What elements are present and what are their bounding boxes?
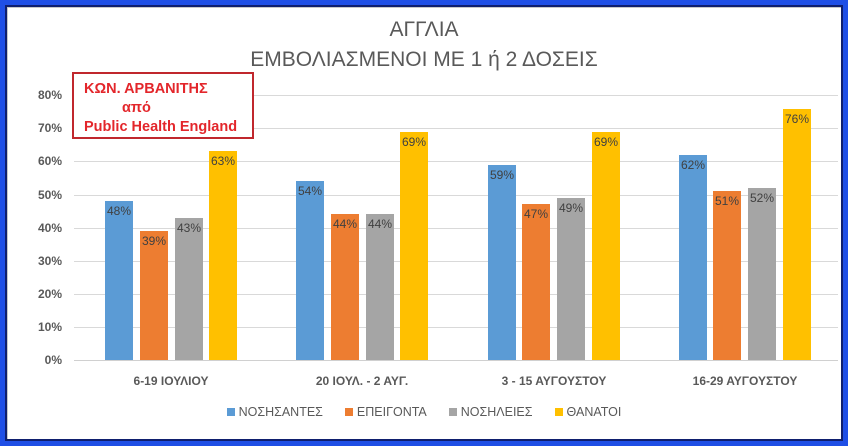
bar-value-label: 69% — [401, 135, 427, 149]
gridline-20 — [74, 294, 838, 295]
bar-hospitalized: 44% — [366, 214, 394, 360]
bar-infected: 62% — [679, 155, 707, 360]
legend-label: ΕΠΕΙΓΟΝΤΑ — [356, 405, 427, 419]
legend-item-emergency: ΕΠΕΙΓΟΝΤΑ — [344, 405, 427, 419]
bar-value-label: 62% — [680, 158, 706, 172]
legend-item-infected: ΝΟΣΗΣΑΝΤΕΣ — [226, 405, 323, 419]
y-tick: 70% — [37, 121, 62, 135]
y-tick: 0% — [44, 353, 62, 367]
legend-swatch-icon — [226, 408, 235, 416]
bar-hospitalized: 52% — [748, 188, 776, 360]
gridline-70 — [74, 128, 838, 129]
y-tick: 30% — [37, 254, 62, 268]
bar-infected: 48% — [105, 201, 133, 360]
gridline-80 — [74, 95, 838, 96]
bar-infected: 54% — [296, 181, 324, 360]
legend-label: ΝΟΣΗΣΑΝΤΕΣ — [238, 405, 323, 419]
bar-value-label: 44% — [332, 217, 358, 231]
chart-legend: ΝΟΣΗΣΑΝΤΕΣ ΕΠΕΙΓΟΝΤΑ ΝΟΣΗΛΕΙΕΣ ΘΑΝΑΤΟΙ — [0, 405, 848, 419]
bar-value-label: 69% — [593, 135, 619, 149]
x-category-label: 3 - 15 ΑΥΓΟΥΣΤΟΥ — [501, 374, 607, 388]
bar-hospitalized: 49% — [557, 198, 585, 360]
gridline-0 — [74, 360, 838, 361]
gridline-30 — [74, 261, 838, 262]
bar-emergency: 39% — [140, 231, 168, 360]
bar-emergency: 47% — [522, 204, 550, 360]
gridline-60 — [74, 161, 838, 162]
legend-item-hospitalized: ΝΟΣΗΛΕΙΕΣ — [448, 405, 533, 419]
chart-subtitle: ΕΜΒΟΛΙΑΣΜΕΝΟΙ ΜΕ 1 ή 2 ΔΟΣΕΙΣ — [250, 48, 598, 71]
gridline-50 — [74, 195, 838, 196]
bar-value-label: 44% — [367, 217, 393, 231]
bar-value-label: 39% — [141, 234, 167, 248]
author-annotation-box: ΚΩΝ. ΑΡΒΑΝΙΤΗΣ από Public Health England — [72, 72, 254, 139]
annotation-author: ΚΩΝ. ΑΡΒΑΝΙΤΗΣ — [84, 81, 208, 97]
bar-value-label: 48% — [106, 204, 132, 218]
bar-value-label: 52% — [749, 191, 775, 205]
annotation-from: από — [122, 100, 151, 116]
y-tick: 40% — [37, 221, 62, 235]
bar-value-label: 47% — [523, 207, 549, 221]
bar-hospitalized: 43% — [175, 218, 203, 360]
annotation-source: Public Health England — [84, 119, 238, 135]
bar-value-label: 51% — [714, 194, 740, 208]
bar-deaths: 69% — [400, 132, 428, 360]
bar-infected: 59% — [488, 165, 516, 360]
legend-swatch-icon — [448, 408, 457, 416]
legend-swatch-icon — [554, 408, 563, 416]
bar-value-label: 43% — [176, 221, 202, 235]
bar-value-label: 59% — [489, 168, 515, 182]
bar-deaths: 63% — [209, 151, 237, 360]
y-tick: 10% — [37, 320, 62, 334]
gridline-10 — [74, 327, 838, 328]
y-tick: 60% — [37, 154, 62, 168]
bar-emergency: 44% — [331, 214, 359, 360]
chart-title: ΑΓΓΛΙΑ — [389, 18, 459, 41]
bar-value-label: 76% — [784, 112, 810, 126]
bar-emergency: 51% — [713, 191, 741, 360]
gridline-40 — [74, 228, 838, 229]
y-tick: 50% — [37, 188, 62, 202]
bar-value-label: 63% — [210, 154, 236, 168]
legend-swatch-icon — [344, 408, 353, 416]
bar-value-label: 49% — [558, 201, 584, 215]
x-category-label: 6-19 ΙΟΥΛΙΟΥ — [133, 374, 209, 388]
legend-label: ΝΟΣΗΛΕΙΕΣ — [460, 405, 533, 419]
legend-item-deaths: ΘΑΝΑΤΟΙ — [554, 405, 622, 419]
bar-deaths: 76% — [783, 109, 811, 360]
bar-value-label: 54% — [297, 184, 323, 198]
y-tick: 80% — [37, 88, 62, 102]
bar-deaths: 69% — [592, 132, 620, 360]
y-tick: 20% — [37, 287, 62, 301]
x-category-label: 16-29 ΑΥΓΟΥΣΤΟΥ — [692, 374, 798, 388]
legend-label: ΘΑΝΑΤΟΙ — [566, 405, 622, 419]
x-category-label: 20 ΙΟΥΛ. - 2 ΑΥΓ. — [315, 374, 409, 388]
